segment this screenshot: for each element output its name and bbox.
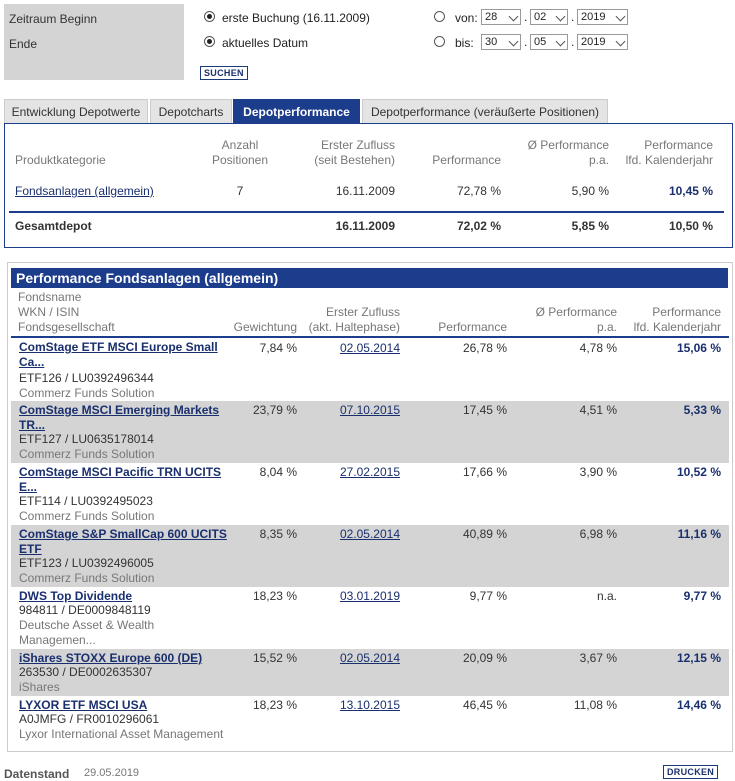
col-category: Produktkategorie: [15, 153, 106, 167]
col-performance-pa: Ø Performance p.a.: [527, 138, 609, 167]
chevron-down-icon: [508, 36, 519, 47]
divider: [9, 211, 724, 213]
tab-depotperformance[interactable]: Depotperformance: [233, 99, 360, 123]
radio-von[interactable]: [434, 11, 445, 22]
chevron-down-icon: [508, 11, 519, 22]
tab-entwicklung[interactable]: Entwicklung Depotwerte: [4, 99, 148, 123]
tab-depotcharts[interactable]: Depotcharts: [150, 99, 232, 123]
option-first-booking: erste Buchung (16.11.2009): [222, 11, 370, 25]
von-year-select[interactable]: 2019: [577, 9, 628, 25]
filter-labels: Zeitraum Beginn Ende: [4, 4, 184, 80]
table-row: LYXOR ETF MSCI USA A0JMFG / FR0010296061…: [19, 698, 721, 741]
col-fund-name: Fondsname WKN / ISIN Fondsgesellschaft: [18, 290, 115, 334]
panel-title: Performance Fondsanlagen (allgemein): [11, 268, 728, 288]
first-inflow-link[interactable]: 13.10.2015: [339, 698, 400, 712]
first-inflow-link[interactable]: 02.05.2014: [339, 341, 400, 355]
chevron-down-icon: [555, 36, 566, 47]
summary-table: Produktkategorie Anzahl Positionen Erster…: [4, 123, 733, 248]
first-inflow-link[interactable]: 02.05.2014: [339, 651, 400, 665]
bis-year-select[interactable]: 2019: [577, 34, 628, 50]
bis-day-select[interactable]: 30: [481, 34, 521, 50]
col-performance: Performance: [432, 153, 501, 167]
col-first-inflow: Erster Zufluss (seit Bestehen): [314, 138, 395, 167]
datenstand-label: Datenstand: [4, 767, 70, 781]
first-inflow-link[interactable]: 07.10.2015: [339, 403, 400, 417]
table-row: ComStage MSCI Pacific TRN UCITS E... ETF1…: [19, 465, 721, 523]
first-inflow-link[interactable]: 03.01.2019: [339, 589, 400, 603]
table-row: ComStage MSCI Emerging Markets TR... ETF1…: [11, 401, 729, 463]
von-label: von:: [455, 11, 478, 25]
col-first-inflow: Erster Zufluss (akt. Haltephase): [308, 305, 400, 334]
radio-bis[interactable]: [434, 36, 445, 47]
table-row: DWS Top Dividende 984811 / DE0009848119 …: [19, 589, 721, 647]
col-performance-pa: Ø Performance p.a.: [535, 305, 617, 334]
radio-current-date[interactable]: [204, 36, 215, 47]
search-button[interactable]: SUCHEN: [200, 66, 248, 80]
fund-name-link[interactable]: DWS Top Dividende: [19, 589, 133, 603]
fund-name-link[interactable]: iShares STOXX Europe 600 (DE): [19, 651, 203, 665]
ende-label: Ende: [9, 37, 38, 51]
fund-name-link[interactable]: ComStage MSCI Pacific TRN UCITS E...: [19, 465, 222, 494]
table-row: iShares STOXX Europe 600 (DE) 263530 / D…: [11, 649, 729, 696]
chevron-down-icon: [555, 11, 566, 22]
table-row: ComStage ETF MSCI Europe Small Ca... ETF1…: [11, 336, 729, 401]
fund-name-link[interactable]: ComStage MSCI Emerging Markets TR...: [19, 403, 220, 432]
col-performance-year: Performance lfd. Kalenderjahr: [625, 138, 713, 167]
funds-panel: Performance Fondsanlagen (allgemein) Fon…: [7, 262, 733, 752]
table-row: ComStage S&P SmallCap 600 UCITS ETF ETF12…: [11, 525, 729, 587]
first-inflow-link[interactable]: 27.02.2015: [339, 465, 400, 479]
print-button[interactable]: DRUCKEN: [663, 765, 719, 779]
chevron-down-icon: [615, 11, 626, 22]
first-inflow-link[interactable]: 02.05.2014: [339, 527, 400, 541]
col-performance: Performance: [438, 320, 507, 334]
fund-name-link[interactable]: ComStage S&P SmallCap 600 UCITS ETF: [19, 527, 227, 556]
von-day-select[interactable]: 28: [481, 9, 521, 25]
col-performance-year: Performance lfd. Kalenderjahr: [633, 305, 721, 334]
radio-first-booking[interactable]: [204, 11, 215, 22]
category-link[interactable]: Fondsanlagen (allgemein): [15, 184, 154, 198]
bis-label: bis:: [455, 36, 474, 50]
zeitraum-label: Zeitraum Beginn: [9, 12, 98, 26]
von-month-select[interactable]: 02: [530, 9, 568, 25]
tab-depotperformance-sold[interactable]: Depotperformance (veräußerte Positionen): [362, 99, 608, 123]
col-weight: Gewichtung: [233, 320, 297, 334]
fund-name-link[interactable]: LYXOR ETF MSCI USA: [19, 698, 148, 712]
date-filter: Zeitraum Beginn Ende erste Buchung (16.1…: [0, 0, 735, 90]
col-positions: Anzahl Positionen: [211, 138, 269, 167]
fund-name-link[interactable]: ComStage ETF MSCI Europe Small Ca...: [19, 340, 218, 369]
bis-month-select[interactable]: 05: [530, 34, 568, 50]
option-current-date: aktuelles Datum: [222, 36, 309, 50]
datenstand-value: 29.05.2019: [84, 767, 140, 779]
chevron-down-icon: [615, 36, 626, 47]
